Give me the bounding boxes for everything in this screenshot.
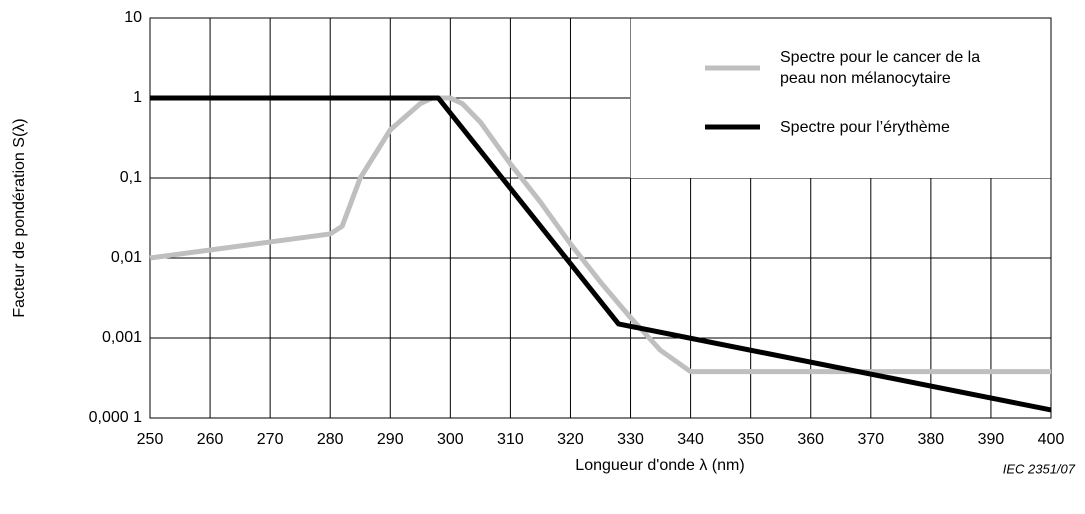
x-tick-label: 320 bbox=[557, 431, 584, 448]
legend-entry: Spectre pour le cancer de la peau non mé… bbox=[780, 49, 981, 87]
x-tick-label: 290 bbox=[377, 431, 404, 448]
y-tick-label: 0,1 bbox=[120, 169, 142, 186]
legend-box bbox=[630, 18, 1051, 178]
series-line bbox=[150, 95, 1052, 413]
y-tick-label: 0,01 bbox=[111, 249, 142, 266]
x-tick-label: 340 bbox=[677, 431, 704, 448]
x-tick-label: 390 bbox=[978, 431, 1005, 448]
x-tick-label: 370 bbox=[857, 431, 884, 448]
x-tick-label: 310 bbox=[497, 431, 524, 448]
note: IEC 2351/07 bbox=[1003, 461, 1076, 476]
legend-label: Spectre pour le cancer de la peau non mé… bbox=[780, 49, 981, 87]
x-tick-label: 280 bbox=[317, 431, 344, 448]
y-tick-label: 10 bbox=[124, 9, 142, 26]
x-axis-label: Longueur d'onde λ (nm) bbox=[575, 457, 744, 474]
x-tick-label: 330 bbox=[617, 431, 644, 448]
series-line bbox=[149, 95, 1051, 375]
y-axis-label: Facteur de pondération S(λ) bbox=[11, 118, 28, 317]
x-tick-label: 400 bbox=[1038, 431, 1065, 448]
x-tick-label: 260 bbox=[197, 431, 224, 448]
legend-entry: Spectre pour l’érythème bbox=[780, 118, 950, 136]
legend-label: Spectre pour l’érythème bbox=[780, 118, 950, 136]
x-tick-label: 250 bbox=[137, 431, 164, 448]
y-tick-label: 1 bbox=[133, 89, 142, 106]
y-tick-label: 0,001 bbox=[102, 329, 142, 346]
x-tick-label: 360 bbox=[797, 431, 824, 448]
x-tick-label: 350 bbox=[737, 431, 764, 448]
y-tick-label: 0,000 1 bbox=[89, 409, 142, 426]
x-tick-label: 270 bbox=[257, 431, 284, 448]
x-tick-label: 380 bbox=[918, 431, 945, 448]
x-tick-label: 300 bbox=[437, 431, 464, 448]
plot-frame bbox=[149, 17, 1052, 419]
